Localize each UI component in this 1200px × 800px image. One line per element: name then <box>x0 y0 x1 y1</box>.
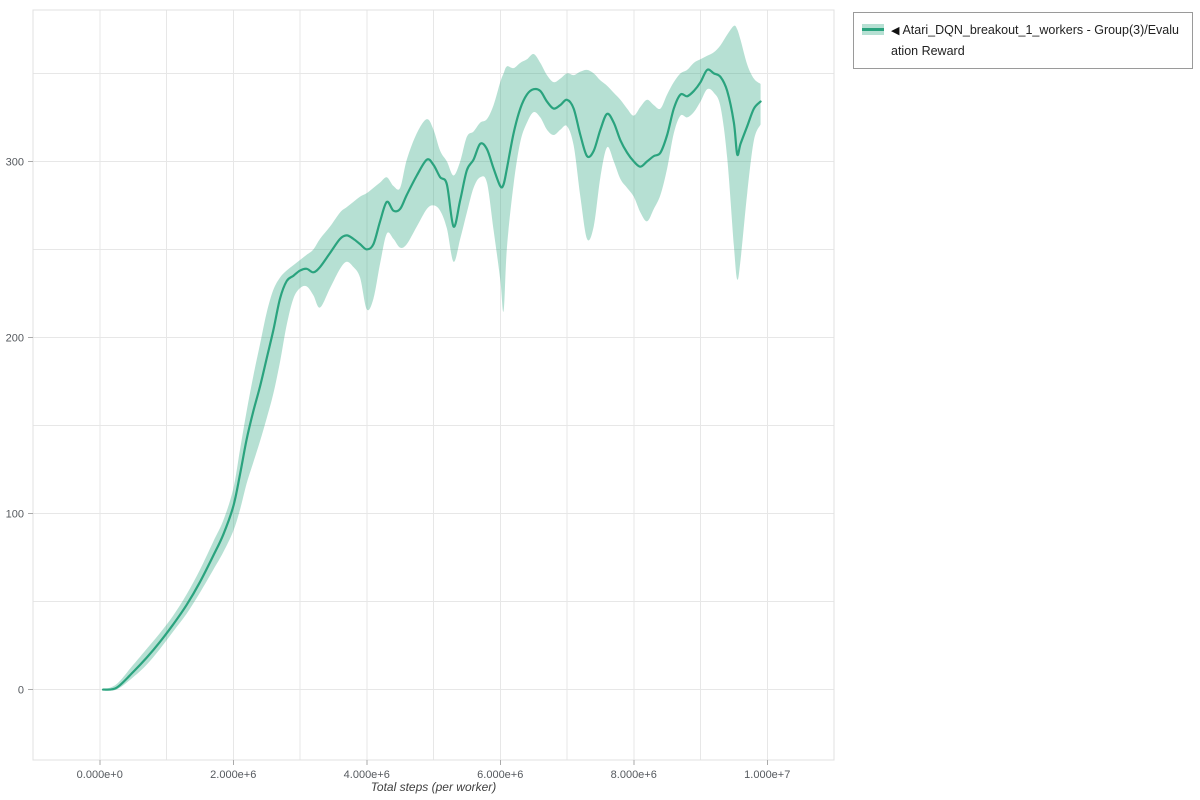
x-tick-labels: 0.000e+0 2.000e+6 4.000e+6 6.000e+6 8.000e+6… <box>77 769 791 781</box>
svg-text:0: 0 <box>18 685 24 697</box>
y-tick-labels: 0 100 200 300 <box>6 156 24 696</box>
svg-text:1.000e+7: 1.000e+7 <box>744 769 790 781</box>
legend-entry[interactable]: ◀ Atari_DQN_breakout_1_workers - Group(3)… <box>891 20 1184 61</box>
svg-text:300: 300 <box>6 156 24 168</box>
svg-text:0.000e+0: 0.000e+0 <box>77 769 123 781</box>
mean-line <box>101 68 762 691</box>
svg-text:2.000e+6: 2.000e+6 <box>210 769 256 781</box>
svg-text:8.000e+6: 8.000e+6 <box>611 769 657 781</box>
legend-series-label[interactable]: Atari_DQN_breakout_1_workers - Group(3)/… <box>891 23 1179 58</box>
legend[interactable]: ◀ Atari_DQN_breakout_1_workers - Group(3)… <box>853 12 1193 69</box>
legend-collapse-icon[interactable]: ◀ <box>891 25 900 37</box>
svg-text:4.000e+6: 4.000e+6 <box>344 769 390 781</box>
x-axis-title: Total steps (per worker) <box>370 780 497 794</box>
confidence-band <box>103 25 761 691</box>
svg-text:6.000e+6: 6.000e+6 <box>477 769 523 781</box>
svg-text:200: 200 <box>6 332 24 344</box>
legend-series-swatch-line <box>862 28 884 31</box>
axis-ticks <box>28 160 768 765</box>
plot-border <box>32 9 835 761</box>
svg-text:100: 100 <box>6 509 24 521</box>
legend-series-swatch <box>862 24 884 35</box>
